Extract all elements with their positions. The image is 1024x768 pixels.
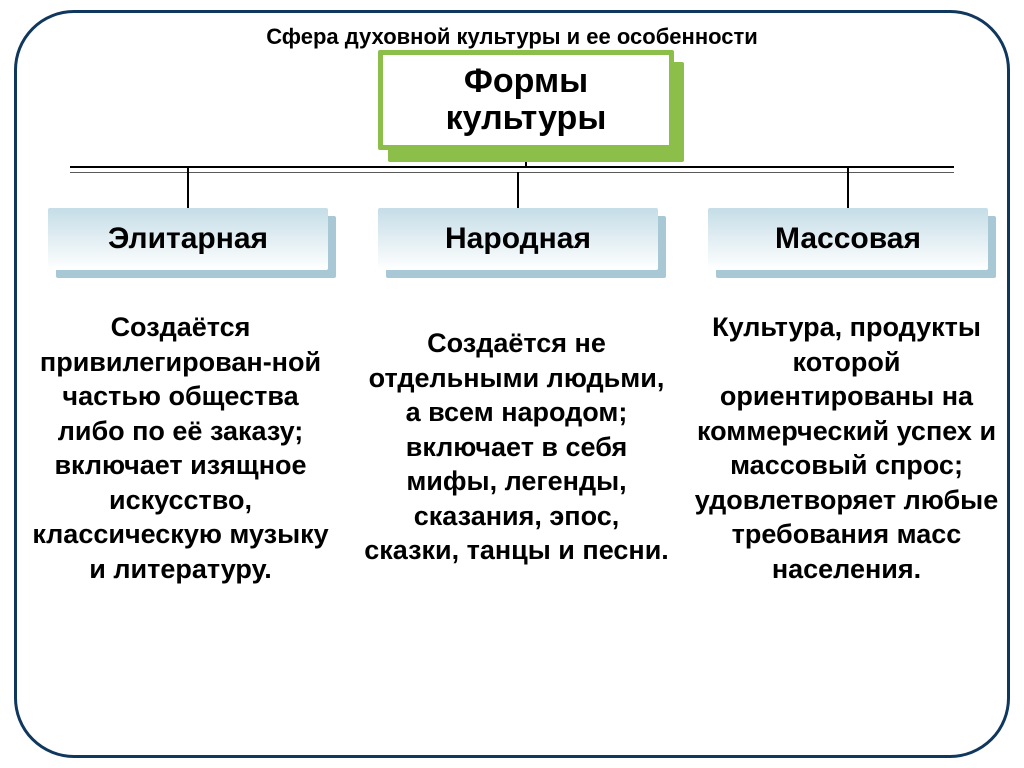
cat-box-elite: Элитарная [48, 208, 328, 270]
cat-label-folk: Народная [445, 222, 591, 256]
main-box-label: Формы культуры [383, 63, 669, 138]
connector-to-folk [517, 172, 519, 210]
cat-desc-folk: Создаётся не отдельными людьми, а всем н… [364, 326, 669, 568]
cat-box-mass: Массовая [708, 208, 988, 270]
cat-label-mass: Массовая [775, 222, 921, 256]
connector-horizontal-top [70, 166, 954, 168]
cat-desc-mass: Культура, продукты которой ориентированы… [694, 310, 999, 586]
main-box: Формы культуры [378, 50, 674, 150]
cat-desc-elite: Создаётся привилегирован-ной частью обще… [28, 310, 333, 586]
slide-title: Сфера духовной культуры и ее особенности [0, 24, 1024, 50]
connector-to-elite [187, 166, 189, 210]
connector-horizontal-bottom [70, 172, 954, 173]
cat-label-elite: Элитарная [108, 222, 268, 256]
connector-to-mass [847, 166, 849, 210]
cat-box-folk: Народная [378, 208, 658, 270]
